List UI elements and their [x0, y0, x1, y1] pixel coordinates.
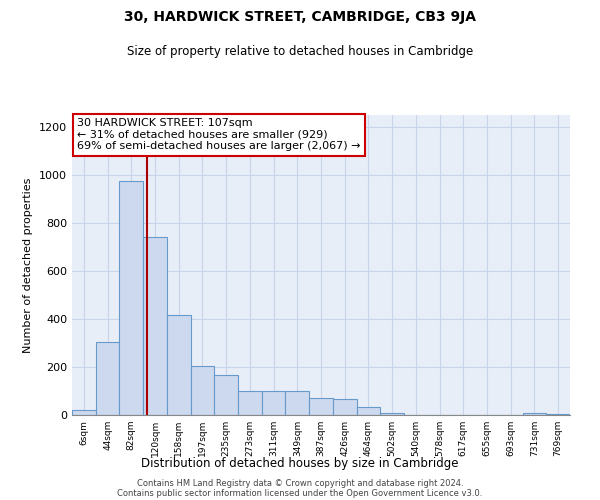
Text: Size of property relative to detached houses in Cambridge: Size of property relative to detached ho… — [127, 45, 473, 58]
Bar — [546, 414, 570, 415]
Bar — [309, 398, 333, 415]
Bar — [143, 238, 167, 415]
Bar — [333, 400, 356, 415]
Text: Contains HM Land Registry data © Crown copyright and database right 2024.: Contains HM Land Registry data © Crown c… — [137, 478, 463, 488]
Bar — [96, 342, 119, 415]
Bar — [238, 391, 262, 415]
Bar — [286, 391, 309, 415]
Bar — [119, 181, 143, 415]
Text: Contains public sector information licensed under the Open Government Licence v3: Contains public sector information licen… — [118, 488, 482, 498]
Bar — [72, 410, 96, 415]
Bar — [262, 391, 286, 415]
Bar — [356, 406, 380, 415]
Text: 30, HARDWICK STREET, CAMBRIDGE, CB3 9JA: 30, HARDWICK STREET, CAMBRIDGE, CB3 9JA — [124, 10, 476, 24]
Bar — [214, 376, 238, 415]
Bar — [191, 366, 214, 415]
Text: Distribution of detached houses by size in Cambridge: Distribution of detached houses by size … — [141, 458, 459, 470]
Bar — [380, 412, 404, 415]
Bar — [523, 412, 546, 415]
Y-axis label: Number of detached properties: Number of detached properties — [23, 178, 34, 352]
Text: 30 HARDWICK STREET: 107sqm
← 31% of detached houses are smaller (929)
69% of sem: 30 HARDWICK STREET: 107sqm ← 31% of deta… — [77, 118, 361, 151]
Bar — [167, 316, 191, 415]
